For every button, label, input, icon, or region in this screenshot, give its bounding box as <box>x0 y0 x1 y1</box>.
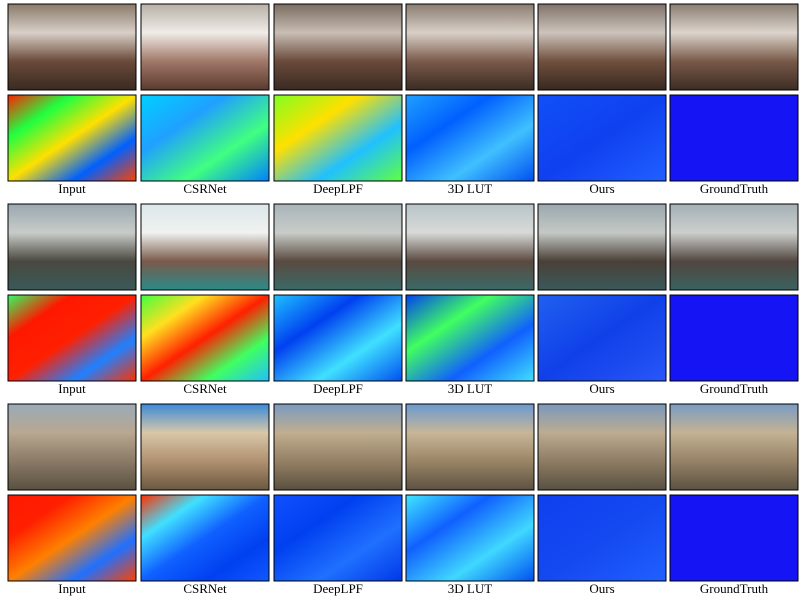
column-label: Input <box>58 181 86 196</box>
photo <box>538 404 666 490</box>
column-label: Ours <box>589 581 614 596</box>
error-map <box>141 295 269 381</box>
error-map <box>8 295 136 381</box>
error-map <box>406 495 534 581</box>
column-label: GroundTruth <box>700 581 769 596</box>
column-label: Ours <box>589 181 614 196</box>
error-map <box>141 95 269 181</box>
photo <box>670 204 798 290</box>
photo <box>8 204 136 290</box>
photo <box>406 204 534 290</box>
column-label: CSRNet <box>183 381 227 396</box>
column-label: Input <box>58 381 86 396</box>
photo <box>141 404 269 490</box>
error-map <box>670 295 798 381</box>
photo <box>538 4 666 90</box>
photo <box>670 404 798 490</box>
error-map <box>538 295 666 381</box>
column-label: CSRNet <box>183 181 227 196</box>
photo <box>141 4 269 90</box>
error-map <box>8 495 136 581</box>
error-map <box>8 95 136 181</box>
photo <box>274 204 402 290</box>
error-map <box>670 495 798 581</box>
column-label: DeepLPF <box>313 181 363 196</box>
column-label: 3D LUT <box>448 181 492 196</box>
photo <box>274 404 402 490</box>
error-map <box>274 295 402 381</box>
column-label: Ours <box>589 381 614 396</box>
error-map <box>406 95 534 181</box>
error-map <box>274 495 402 581</box>
photo <box>8 404 136 490</box>
column-label: GroundTruth <box>700 381 769 396</box>
error-map <box>141 495 269 581</box>
column-label: 3D LUT <box>448 581 492 596</box>
column-label: DeepLPF <box>313 381 363 396</box>
error-map <box>538 95 666 181</box>
photo <box>274 4 402 90</box>
photo <box>141 204 269 290</box>
photo <box>538 204 666 290</box>
error-map <box>274 95 402 181</box>
page: Input CSRNet DeepLPF 3D LUT Ours GroundTruth I… <box>0 0 803 602</box>
figure: Input CSRNet DeepLPF 3D LUT Ours GroundTruth I… <box>0 0 803 602</box>
column-label: DeepLPF <box>313 581 363 596</box>
photo <box>406 404 534 490</box>
error-map <box>538 495 666 581</box>
column-label: CSRNet <box>183 581 227 596</box>
error-map <box>670 95 798 181</box>
column-label: GroundTruth <box>700 181 769 196</box>
error-map <box>406 295 534 381</box>
column-label: Input <box>58 581 86 596</box>
photo <box>8 4 136 90</box>
photo <box>406 4 534 90</box>
photo <box>670 4 798 90</box>
column-label: 3D LUT <box>448 381 492 396</box>
